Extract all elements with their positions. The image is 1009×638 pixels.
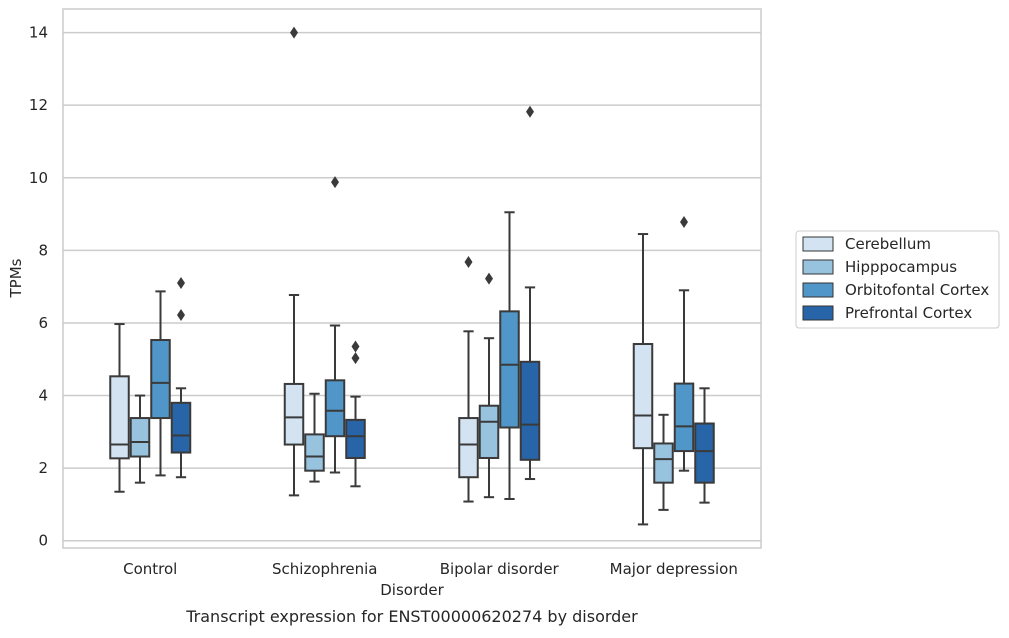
- y-tick-label: 4: [38, 387, 48, 405]
- box-group: [129, 394, 151, 484]
- outlier-point: [331, 176, 339, 189]
- x-tick-label: Schizophrenia: [272, 560, 377, 578]
- box-group: [304, 392, 325, 483]
- box: [304, 433, 325, 472]
- y-tick-label: 0: [38, 532, 48, 550]
- x-tick-label: Control: [123, 560, 177, 578]
- legend-label: Prefrontal Cortex: [845, 304, 972, 322]
- box: [458, 417, 479, 479]
- y-tick-label: 14: [29, 24, 48, 42]
- box-group: [694, 387, 715, 504]
- boxes: [109, 26, 715, 526]
- box-group: [283, 26, 305, 497]
- box: [694, 422, 715, 484]
- x-tick-label: Major depression: [610, 560, 738, 578]
- gridlines: [63, 31, 761, 542]
- box-group: [150, 290, 171, 477]
- outlier-point: [464, 255, 473, 268]
- box-group: [109, 323, 130, 493]
- y-tick-labels: 0 2 4 6 8 10 12 14: [29, 24, 48, 550]
- outlier-point: [526, 105, 534, 118]
- legend-label: Orbitofontal Cortex: [845, 281, 989, 299]
- box: [324, 379, 346, 438]
- outlier-point: [485, 272, 493, 285]
- chart-caption: Transcript expression for ENST0000062027…: [185, 607, 638, 626]
- legend-frame: [795, 230, 1000, 329]
- x-tick-label: Bipolar disorder: [440, 560, 560, 578]
- outlier-point: [351, 340, 360, 353]
- box: [345, 418, 366, 459]
- box-group: [673, 216, 695, 472]
- legend-swatch: [802, 259, 834, 275]
- outlier-point: [351, 352, 360, 365]
- box: [673, 382, 695, 453]
- box: [129, 417, 151, 458]
- box: [109, 375, 130, 460]
- legend-items: Cerebellum Hipppocampus Orbitofontal Corte…: [802, 235, 989, 322]
- y-tick-label: 6: [38, 314, 48, 332]
- y-tick-label: 12: [29, 96, 48, 114]
- x-tick-labels: Control Schizophrenia Bipolar disorder Majo…: [123, 560, 738, 578]
- box-group: [499, 211, 520, 500]
- box-group: [653, 413, 674, 511]
- outlier-point: [680, 216, 688, 229]
- box-group: [170, 277, 192, 479]
- box-group: [519, 105, 541, 481]
- legend-swatch: [802, 305, 834, 321]
- legend-swatch: [802, 282, 834, 298]
- legend-label: Cerebellum: [845, 235, 931, 253]
- box-group: [324, 176, 346, 474]
- legend: Cerebellum Hipppocampus Orbitofontal Corte…: [795, 230, 1000, 329]
- legend-swatch: [802, 236, 834, 252]
- legend-label: Hipppocampus: [845, 258, 957, 276]
- y-axis-title: TPMs: [7, 258, 25, 298]
- plot-frame: [62, 8, 762, 549]
- outlier-point: [290, 26, 298, 39]
- box: [632, 343, 654, 450]
- x-axis-title: Disorder: [380, 581, 444, 599]
- box-group: [458, 255, 479, 503]
- box: [283, 382, 305, 446]
- box: [170, 401, 192, 454]
- box-group: [345, 340, 366, 488]
- box: [519, 360, 541, 461]
- box: [150, 339, 171, 420]
- y-tick-label: 8: [38, 241, 48, 259]
- box-group: [478, 272, 500, 499]
- outlier-point: [177, 308, 185, 321]
- box: [653, 442, 674, 484]
- box: [478, 404, 500, 459]
- box: [499, 310, 520, 429]
- box-group: [632, 233, 654, 526]
- y-tick-label: 10: [29, 169, 48, 187]
- outlier-point: [177, 277, 185, 290]
- y-tick-label: 2: [38, 459, 48, 477]
